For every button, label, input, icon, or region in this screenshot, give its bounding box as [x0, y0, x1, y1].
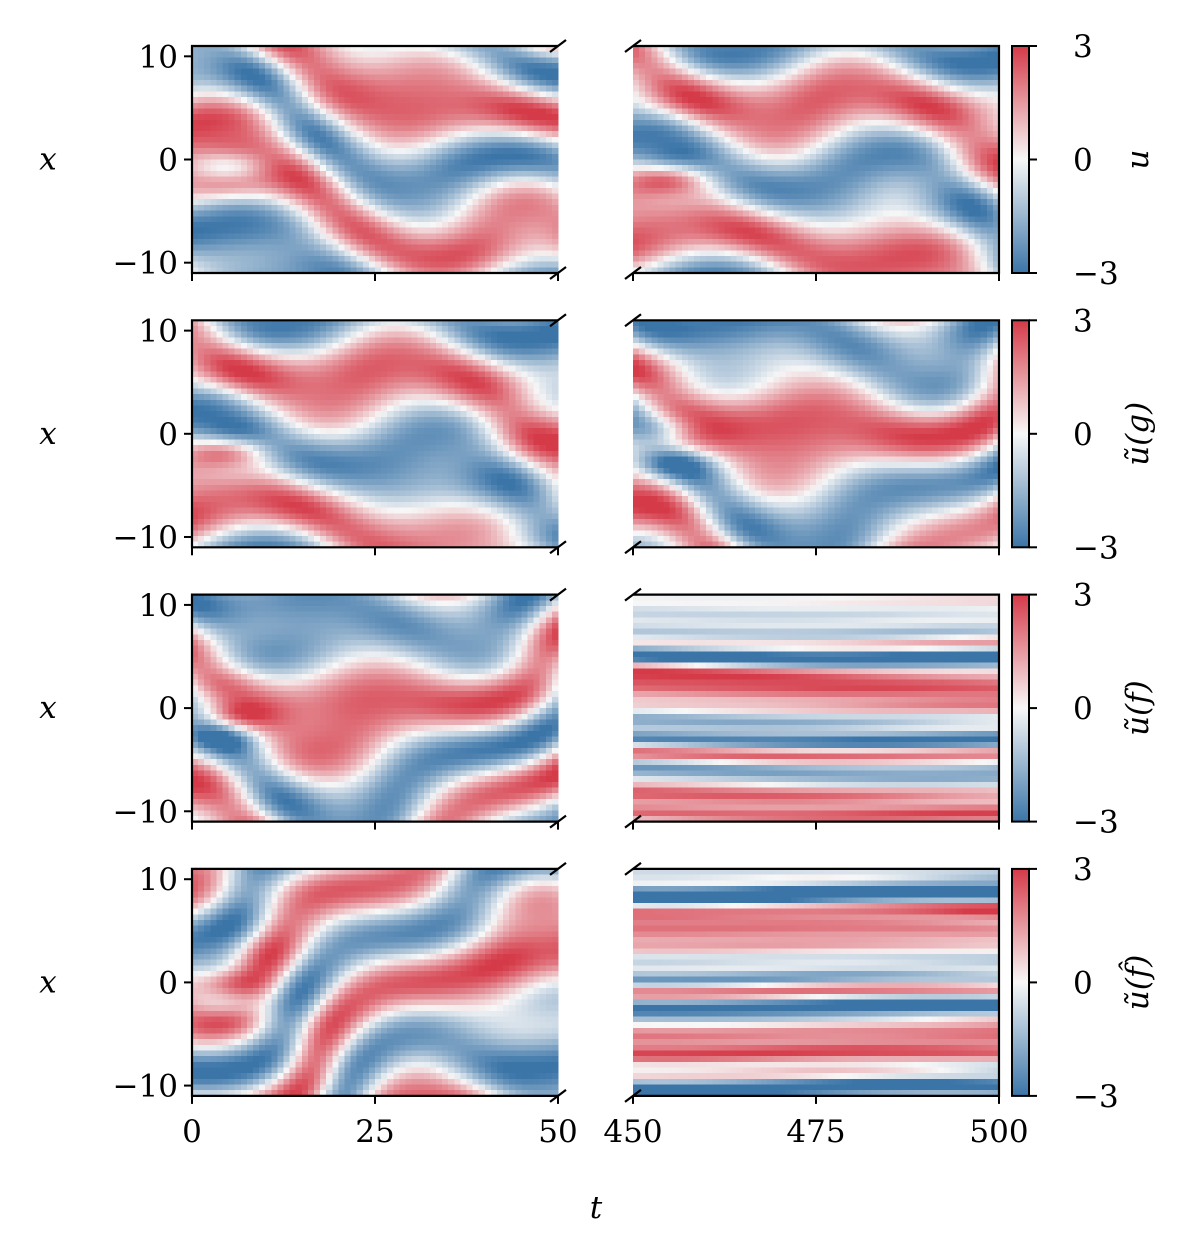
- colorbar-tick-label: −3: [1073, 530, 1119, 566]
- axis-break-mark: [624, 39, 642, 53]
- heatmap-left: [192, 46, 559, 274]
- colorbar-label: u: [1120, 150, 1156, 170]
- x-tick-label: 500: [969, 1114, 1028, 1150]
- axis-break-mark: [549, 39, 567, 53]
- panel-row-2: 10 0 −10 x 3 0 −3 ũ(g): [39, 303, 1156, 566]
- colorbar-tick-label: −3: [1073, 256, 1119, 292]
- colorbar-gradient: [1011, 867, 1030, 1097]
- colorbar-tick-label: 0: [1073, 691, 1093, 727]
- panel-row-1: 10 0 −10 x 3 0 −3 u: [39, 29, 1156, 292]
- y-tick-label: 10: [139, 588, 178, 624]
- y-axis-label: x: [39, 690, 57, 726]
- axis-break-mark: [624, 313, 642, 328]
- y-tick-label: 10: [139, 39, 178, 75]
- colorbar-gradient: [1011, 45, 1030, 274]
- x-tick-label: 450: [603, 1114, 662, 1150]
- colorbar: 3 0 −3 ũ(f): [1011, 578, 1156, 841]
- colorbar-tick-label: 0: [1073, 417, 1093, 453]
- colorbar-label: ũ(f̂): [1117, 955, 1156, 1011]
- y-axis-label: x: [39, 142, 57, 178]
- colorbar: 3 0 −3 u: [1011, 29, 1156, 292]
- axis-break-mark: [549, 587, 567, 602]
- colorbar-label: ũ(f): [1120, 680, 1156, 736]
- axis-break-mark: [624, 587, 642, 602]
- axis-break-mark: [624, 862, 642, 876]
- x-tick-label: 50: [538, 1114, 577, 1150]
- colorbar-gradient: [1011, 319, 1030, 549]
- heatmap-left: [192, 320, 559, 548]
- colorbar-tick-label: 3: [1073, 303, 1093, 339]
- heatmap-right: [633, 868, 1000, 1097]
- colorbar-tick-label: 3: [1073, 852, 1093, 888]
- x-tick-label: 25: [355, 1114, 394, 1150]
- colorbar-tick-label: −3: [1073, 1079, 1119, 1115]
- colorbar-tick-label: 0: [1073, 965, 1093, 1001]
- colorbar-tick-label: 3: [1073, 29, 1093, 65]
- y-tick-label: −10: [113, 1069, 178, 1105]
- colorbar-tick-label: 3: [1073, 578, 1093, 614]
- colorbar-label: ũ(g): [1120, 402, 1156, 466]
- panel-row-3: 10 0 −10 x 3 0 −3 ũ(f): [39, 578, 1156, 841]
- colorbar: 3 0 −3 ũ(f̂): [1011, 852, 1156, 1115]
- heatmap-right: [633, 594, 1000, 823]
- y-axis-label: x: [39, 416, 57, 452]
- heatmap-left: [192, 868, 559, 1097]
- x-tick-label: 475: [786, 1114, 845, 1150]
- colorbar-tick-label: −3: [1073, 805, 1119, 841]
- x-axis-label: t: [590, 1190, 603, 1226]
- y-tick-label: −10: [113, 794, 178, 830]
- heatmap-right: [633, 46, 1000, 274]
- heatmap-left: [192, 594, 559, 823]
- colorbar: 3 0 −3 ũ(g): [1011, 303, 1156, 566]
- y-tick-label: 0: [158, 417, 178, 453]
- y-tick-label: 0: [158, 143, 178, 179]
- heatmap-right: [633, 320, 1000, 548]
- y-tick-label: 10: [139, 862, 178, 898]
- colorbar-gradient: [1011, 593, 1030, 823]
- y-tick-label: −10: [113, 246, 178, 282]
- axis-break-mark: [549, 313, 567, 328]
- y-tick-label: 10: [139, 314, 178, 350]
- y-tick-label: −10: [113, 520, 178, 556]
- axis-break-mark: [549, 862, 567, 876]
- colorbar-tick-label: 0: [1073, 143, 1093, 179]
- y-tick-label: 0: [158, 691, 178, 727]
- plot-root: 100−10x30−3u100−10x30−3ũ(g)100−10x30−3ũ(…: [39, 29, 1156, 1150]
- x-tick-label: 0: [182, 1114, 202, 1150]
- y-tick-label: 0: [158, 965, 178, 1001]
- y-axis-label: x: [39, 964, 57, 1000]
